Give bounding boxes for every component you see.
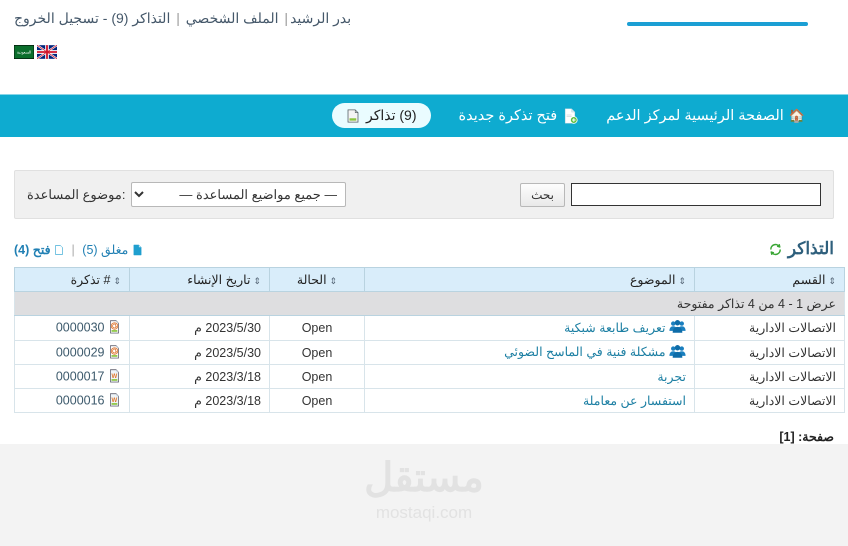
svg-text:W: W [111, 373, 117, 380]
svg-text:W: W [111, 397, 117, 404]
svg-text:السعودية: السعودية [17, 49, 31, 54]
